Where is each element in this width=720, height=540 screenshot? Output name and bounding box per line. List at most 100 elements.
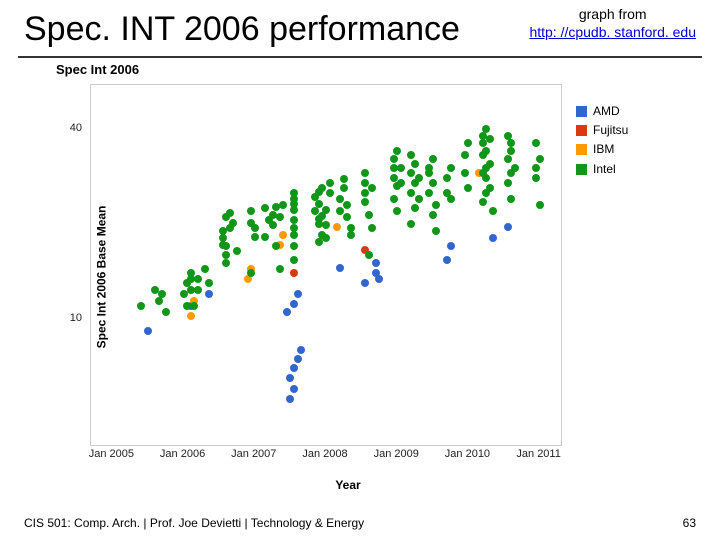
data-point	[336, 207, 344, 215]
data-point	[429, 155, 437, 163]
x-axis-label: Year	[335, 478, 360, 492]
data-point	[432, 227, 440, 235]
y-tick-label: 10	[70, 312, 82, 324]
x-tick-label: Jan 2008	[302, 448, 347, 460]
data-point	[443, 256, 451, 264]
chart-area: Spec Int 2006 Spec Int 2006 Base Mean Ye…	[18, 62, 678, 492]
data-point	[190, 302, 198, 310]
data-point	[290, 256, 298, 264]
data-point	[187, 312, 195, 320]
slide: Spec. INT 2006 performance graph from ht…	[0, 0, 720, 540]
data-point	[479, 198, 487, 206]
data-point	[361, 189, 369, 197]
data-point	[482, 174, 490, 182]
data-point	[347, 224, 355, 232]
data-point	[536, 201, 544, 209]
data-point	[294, 355, 302, 363]
data-point	[504, 179, 512, 187]
legend-entry: Intel	[576, 160, 628, 179]
x-tick-label: Jan 2006	[160, 448, 205, 460]
source-prefix: graph from	[579, 6, 647, 22]
legend: AMDFujitsuIBMIntel	[576, 102, 628, 179]
data-point	[486, 184, 494, 192]
data-point	[290, 216, 298, 224]
data-point	[326, 189, 334, 197]
data-point	[283, 308, 291, 316]
data-point	[261, 204, 269, 212]
data-point	[489, 207, 497, 215]
data-point	[326, 179, 334, 187]
data-point	[504, 155, 512, 163]
legend-swatch	[576, 144, 587, 155]
data-point	[222, 242, 230, 250]
legend-label: IBM	[593, 140, 614, 159]
legend-entry: Fujitsu	[576, 121, 628, 140]
x-tick-label: Jan 2005	[89, 448, 134, 460]
legend-entry: AMD	[576, 102, 628, 121]
data-point	[464, 139, 472, 147]
data-point	[532, 174, 540, 182]
data-point	[222, 259, 230, 267]
data-point	[486, 160, 494, 168]
x-tick-label: Jan 2011	[516, 448, 560, 460]
data-point	[390, 155, 398, 163]
page-number: 63	[683, 516, 696, 530]
data-point	[429, 211, 437, 219]
data-point	[219, 234, 227, 242]
data-point	[251, 233, 259, 241]
data-point	[397, 164, 405, 172]
data-point	[397, 179, 405, 187]
legend-swatch	[576, 164, 587, 175]
legend-label: Intel	[593, 160, 616, 179]
data-point	[194, 275, 202, 283]
data-point	[482, 125, 490, 133]
data-point	[447, 195, 455, 203]
x-tick-label: Jan 2010	[445, 448, 490, 460]
data-point	[425, 169, 433, 177]
data-point	[407, 151, 415, 159]
data-point	[336, 264, 344, 272]
data-point	[261, 233, 269, 241]
data-point	[222, 251, 230, 259]
legend-label: Fujitsu	[593, 121, 628, 140]
data-point	[393, 207, 401, 215]
data-point	[290, 385, 298, 393]
data-point	[290, 364, 298, 372]
data-point	[432, 201, 440, 209]
data-point	[290, 300, 298, 308]
data-point	[322, 221, 330, 229]
data-point	[425, 189, 433, 197]
source-link[interactable]: http: //cpudb. stanford. edu	[529, 24, 696, 40]
data-point	[333, 223, 341, 231]
x-tick-label: Jan 2009	[374, 448, 419, 460]
legend-label: AMD	[593, 102, 620, 121]
data-point	[461, 151, 469, 159]
data-point	[290, 200, 298, 208]
data-point	[507, 139, 515, 147]
data-point	[372, 259, 380, 267]
data-point	[290, 231, 298, 239]
data-point	[464, 184, 472, 192]
data-point	[507, 147, 515, 155]
data-point	[290, 269, 298, 277]
data-point	[137, 302, 145, 310]
data-point	[443, 174, 451, 182]
data-point	[390, 195, 398, 203]
data-point	[461, 169, 469, 177]
data-point	[365, 251, 373, 259]
data-point	[297, 346, 305, 354]
data-point	[504, 223, 512, 231]
data-point	[226, 209, 234, 217]
source-note: graph from http: //cpudb. stanford. edu	[529, 6, 696, 41]
title-divider	[18, 56, 702, 58]
data-point	[276, 213, 284, 221]
x-tick-label: Jan 2007	[231, 448, 276, 460]
data-point	[340, 184, 348, 192]
data-point	[290, 189, 298, 197]
data-point	[251, 224, 259, 232]
data-point	[511, 164, 519, 172]
data-point	[361, 169, 369, 177]
data-point	[347, 231, 355, 239]
data-point	[532, 164, 540, 172]
data-point	[290, 242, 298, 250]
